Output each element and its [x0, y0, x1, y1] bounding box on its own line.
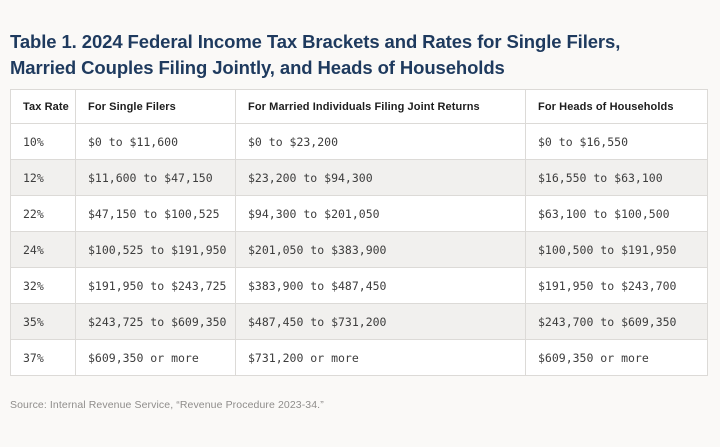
married-bracket-cell: $487,450 to $731,200	[235, 303, 526, 340]
married-bracket-cell: $731,200 or more	[235, 339, 526, 376]
table-row: 22% $47,150 to $100,525 $94,300 to $201,…	[10, 195, 708, 232]
column-header-tax-rate: Tax Rate	[10, 89, 76, 124]
column-header-married-joint: For Married Individuals Filing Joint Ret…	[235, 89, 526, 124]
single-bracket-cell: $11,600 to $47,150	[75, 159, 236, 196]
column-header-single-filers: For Single Filers	[75, 89, 236, 124]
table-row: 37% $609,350 or more $731,200 or more $6…	[10, 339, 708, 376]
married-bracket-cell: $23,200 to $94,300	[235, 159, 526, 196]
single-bracket-cell: $100,525 to $191,950	[75, 231, 236, 268]
tax-rate-cell: 12%	[10, 159, 76, 196]
tax-rate-cell: 22%	[10, 195, 76, 232]
column-header-heads-of-households: For Heads of Households	[525, 89, 708, 124]
table-row: 32% $191,950 to $243,725 $383,900 to $48…	[10, 267, 708, 304]
single-bracket-cell: $609,350 or more	[75, 339, 236, 376]
hoh-bracket-cell: $243,700 to $609,350	[525, 303, 708, 340]
page-title: Table 1. 2024 Federal Income Tax Bracket…	[10, 29, 710, 81]
married-bracket-cell: $94,300 to $201,050	[235, 195, 526, 232]
hoh-bracket-cell: $191,950 to $243,700	[525, 267, 708, 304]
hoh-bracket-cell: $16,550 to $63,100	[525, 159, 708, 196]
hoh-bracket-cell: $100,500 to $191,950	[525, 231, 708, 268]
source-citation: Source: Internal Revenue Service, “Reven…	[10, 399, 324, 411]
tax-rate-cell: 24%	[10, 231, 76, 268]
tax-rate-cell: 10%	[10, 123, 76, 160]
single-bracket-cell: $47,150 to $100,525	[75, 195, 236, 232]
tax-rate-cell: 32%	[10, 267, 76, 304]
married-bracket-cell: $201,050 to $383,900	[235, 231, 526, 268]
hoh-bracket-cell: $63,100 to $100,500	[525, 195, 708, 232]
hoh-bracket-cell: $609,350 or more	[525, 339, 708, 376]
single-bracket-cell: $0 to $11,600	[75, 123, 236, 160]
single-bracket-cell: $243,725 to $609,350	[75, 303, 236, 340]
married-bracket-cell: $0 to $23,200	[235, 123, 526, 160]
tax-rate-cell: 37%	[10, 339, 76, 376]
tax-rate-cell: 35%	[10, 303, 76, 340]
single-bracket-cell: $191,950 to $243,725	[75, 267, 236, 304]
hoh-bracket-cell: $0 to $16,550	[525, 123, 708, 160]
header-row: Tax Rate For Single Filers For Married I…	[10, 89, 708, 124]
table-row: 24% $100,525 to $191,950 $201,050 to $38…	[10, 231, 708, 268]
married-bracket-cell: $383,900 to $487,450	[235, 267, 526, 304]
table-row: 12% $11,600 to $47,150 $23,200 to $94,30…	[10, 159, 708, 196]
page-title-line2: Married Couples Filing Jointly, and Head…	[10, 57, 505, 79]
page-title-line1: Table 1. 2024 Federal Income Tax Bracket…	[10, 31, 621, 53]
table-row: 35% $243,725 to $609,350 $487,450 to $73…	[10, 303, 708, 340]
tax-brackets-table: Tax Rate For Single Filers For Married I…	[10, 89, 708, 376]
table-row: 10% $0 to $11,600 $0 to $23,200 $0 to $1…	[10, 123, 708, 160]
